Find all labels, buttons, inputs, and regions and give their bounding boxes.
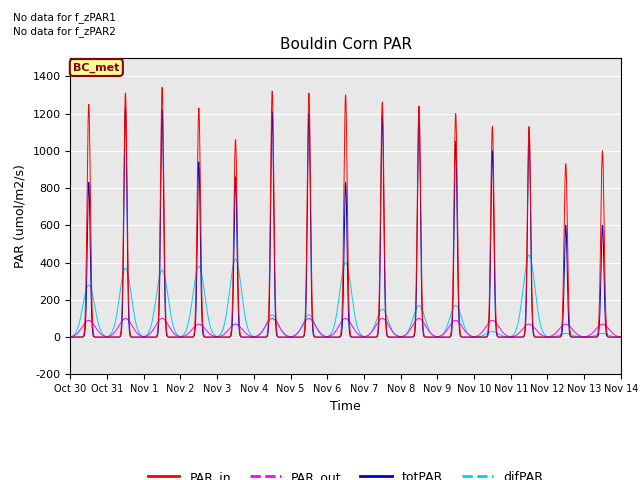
PAR_in — [616, 334, 624, 340]
difPAR — [67, 334, 74, 340]
difPAR — [438, 332, 446, 337]
Y-axis label: PAR (umol/m2/s): PAR (umol/m2/s) — [14, 164, 27, 268]
PAR_out — [438, 332, 446, 338]
PAR_out — [469, 334, 477, 339]
PAR_in — [500, 334, 508, 340]
Line: PAR_out: PAR_out — [70, 319, 621, 337]
PAR_in — [469, 334, 477, 340]
PAR_in — [158, 84, 166, 90]
Title: Bouldin Corn PAR: Bouldin Corn PAR — [280, 37, 412, 52]
PAR_in — [438, 334, 446, 340]
totPAR — [438, 334, 446, 340]
difPAR — [500, 334, 508, 339]
Line: PAR_in: PAR_in — [70, 87, 621, 337]
PAR_in — [166, 334, 173, 340]
PAR_in — [67, 334, 74, 340]
difPAR — [166, 302, 173, 308]
PAR_out — [500, 331, 508, 336]
PAR_out — [67, 334, 74, 340]
difPAR — [325, 333, 333, 339]
totPAR — [122, 105, 129, 111]
Text: No data for f_zPAR1: No data for f_zPAR1 — [13, 12, 116, 23]
Text: No data for f_zPAR2: No data for f_zPAR2 — [13, 26, 116, 37]
totPAR — [166, 334, 173, 340]
PAR_out — [617, 334, 625, 340]
Line: totPAR: totPAR — [70, 108, 621, 337]
difPAR — [469, 334, 477, 339]
Line: difPAR: difPAR — [70, 255, 621, 337]
difPAR — [617, 334, 625, 340]
totPAR — [616, 334, 624, 340]
Legend: PAR_in, PAR_out, totPAR, difPAR: PAR_in, PAR_out, totPAR, difPAR — [143, 466, 548, 480]
X-axis label: Time: Time — [330, 400, 361, 413]
difPAR — [470, 334, 478, 340]
difPAR — [525, 252, 533, 258]
difPAR — [616, 334, 624, 340]
PAR_in — [617, 334, 625, 340]
totPAR — [500, 334, 508, 340]
PAR_out — [166, 324, 173, 330]
totPAR — [325, 334, 333, 340]
totPAR — [617, 334, 625, 340]
totPAR — [67, 334, 74, 340]
PAR_out — [325, 334, 333, 339]
PAR_out — [616, 334, 624, 340]
Text: BC_met: BC_met — [73, 62, 120, 72]
PAR_in — [325, 334, 333, 340]
PAR_out — [122, 316, 129, 322]
totPAR — [469, 334, 477, 340]
